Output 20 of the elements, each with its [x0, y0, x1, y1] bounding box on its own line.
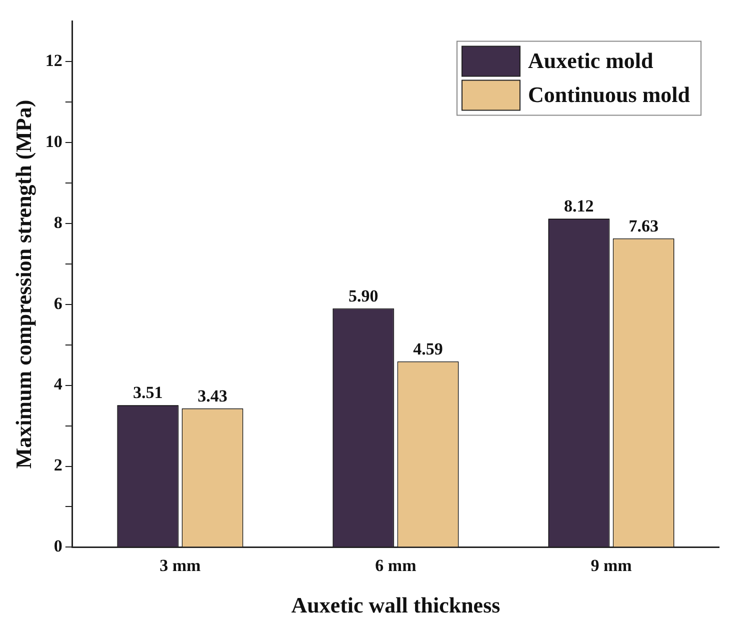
data-label: 7.63 [628, 216, 658, 236]
legend-label: Continuous mold [528, 82, 690, 107]
legend-label: Auxetic mold [528, 48, 654, 73]
y-tick-label: 0 [54, 536, 62, 556]
x-tick-label: 6 mm [375, 556, 416, 575]
y-tick-label: 12 [45, 51, 62, 70]
data-label: 5.90 [348, 286, 378, 306]
y-axis-title: Maximum compression strength (MPa) [10, 100, 36, 469]
x-tick-label: 3 mm [160, 556, 201, 575]
data-label: 4.59 [413, 339, 443, 358]
y-tick-label: 4 [54, 374, 63, 394]
y-tick-label: 8 [54, 212, 62, 232]
y-tick-label: 10 [45, 132, 62, 151]
data-label: 3.51 [132, 383, 163, 402]
y-tick-label: 6 [54, 294, 62, 313]
data-label: 8.12 [564, 196, 594, 216]
x-tick-label: 9 mm [590, 556, 632, 575]
y-tick-label: 2 [54, 456, 62, 475]
x-axis-title: Auxetic wall thickness [291, 592, 501, 618]
data-label: 3.43 [198, 386, 228, 406]
